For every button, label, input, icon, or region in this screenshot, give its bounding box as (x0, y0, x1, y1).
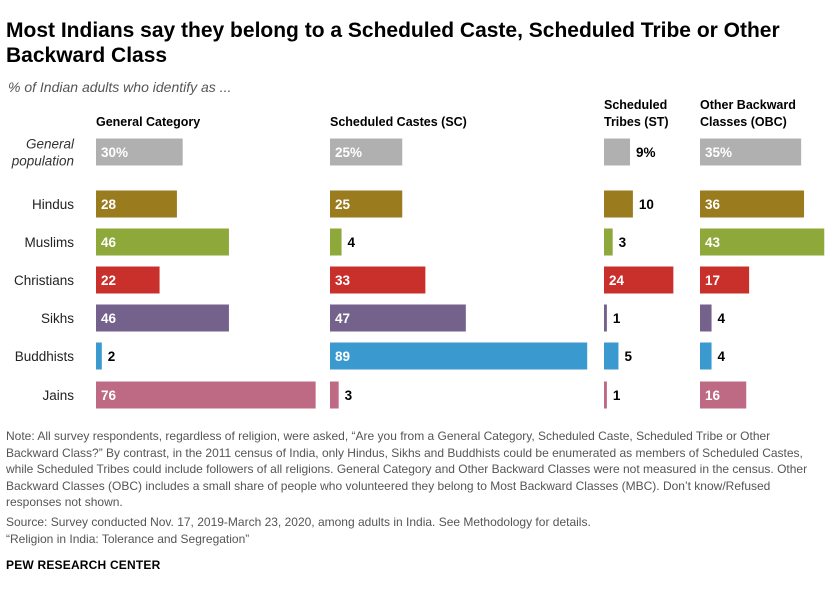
value-label-3-0: 35% (705, 145, 732, 160)
value-label-0-6: 76 (101, 388, 117, 403)
series-header-0: General Category (96, 115, 200, 129)
bar-0-4 (96, 304, 229, 332)
category-label-4: Sikhs (41, 311, 74, 326)
value-label-3-5: 4 (718, 349, 726, 364)
series-header-1: Scheduled Castes (SC) (330, 115, 467, 129)
bar-0-2 (96, 228, 229, 256)
bar-3-3 (700, 266, 750, 294)
value-label-1-0: 25% (335, 145, 362, 160)
bar-1-4 (330, 304, 466, 332)
bar-3-1 (700, 190, 805, 218)
bar-chart: General Category Scheduled Castes (SC) Sch… (11, 98, 825, 409)
brand-name: PEW RESEARCH CENTER (6, 558, 161, 572)
bar-0-1 (96, 190, 177, 218)
bar-0-0 (96, 138, 183, 166)
bar-0-5 (96, 342, 102, 370)
value-label-0-4: 46 (101, 311, 117, 326)
value-label-2-4: 1 (613, 311, 621, 326)
report-title: “Religion in India: Tolerance and Segreg… (6, 532, 250, 546)
bar-0-3 (96, 266, 160, 294)
bar-1-3 (330, 266, 426, 294)
bar-1-0 (330, 138, 403, 166)
chart-note: Note: All survey respondents, regardless… (6, 429, 808, 510)
bar-3-4 (700, 304, 712, 332)
chart-source: Source: Survey conducted Nov. 17, 2019-M… (6, 515, 591, 529)
category-label-5: Buddhists (15, 349, 75, 364)
bar-2-3 (604, 266, 674, 294)
bar-3-6 (700, 381, 747, 409)
value-label-3-2: 43 (705, 235, 721, 250)
value-label-3-3: 17 (705, 273, 720, 288)
value-label-0-0: 30% (101, 145, 128, 160)
value-label-2-1: 10 (639, 197, 654, 212)
bar-3-0 (700, 138, 802, 166)
value-label-2-2: 3 (619, 235, 627, 250)
bar-3-2 (700, 228, 825, 256)
bar-1-6 (330, 381, 339, 409)
value-label-1-5: 89 (335, 349, 350, 364)
value-label-2-6: 1 (613, 388, 621, 403)
value-label-1-6: 3 (345, 388, 353, 403)
value-label-0-5: 2 (108, 349, 116, 364)
chart-title: Most Indians say they belong to a Schedu… (6, 19, 780, 67)
bar-1-1 (330, 190, 403, 218)
bar-2-5 (604, 342, 619, 370)
value-label-3-1: 36 (705, 197, 721, 212)
bar-2-6 (604, 381, 607, 409)
bar-2-4 (604, 304, 607, 332)
series-header-2: Scheduled Tribes (ST) (604, 98, 669, 129)
bar-1-2 (330, 228, 342, 256)
value-label-1-4: 47 (335, 311, 350, 326)
bar-2-0 (604, 138, 631, 166)
bar-3-5 (700, 342, 712, 370)
value-label-1-2: 4 (348, 235, 356, 250)
value-label-0-2: 46 (101, 235, 117, 250)
value-label-0-3: 22 (101, 273, 116, 288)
bar-2-1 (604, 190, 633, 218)
bar-1-5 (330, 342, 588, 370)
value-label-1-3: 33 (335, 273, 351, 288)
bar-0-6 (96, 381, 316, 409)
category-label-6: Jains (42, 388, 74, 403)
series-header-3: Other Backward Classes (OBC) (700, 98, 796, 129)
category-label-1: Hindus (32, 197, 74, 212)
category-label-2: Muslims (25, 235, 75, 250)
chart-subtitle: % of Indian adults who identify as ... (8, 79, 232, 95)
category-label-0: General population (11, 137, 75, 169)
value-label-3-4: 4 (718, 311, 726, 326)
value-label-2-3: 24 (609, 273, 625, 288)
value-label-0-1: 28 (101, 197, 117, 212)
bar-2-2 (604, 228, 613, 256)
value-label-2-5: 5 (624, 349, 632, 364)
value-label-1-1: 25 (335, 197, 351, 212)
value-label-3-6: 16 (705, 388, 721, 403)
category-label-3: Christians (14, 273, 74, 288)
value-label-2-0: 9% (636, 145, 656, 160)
